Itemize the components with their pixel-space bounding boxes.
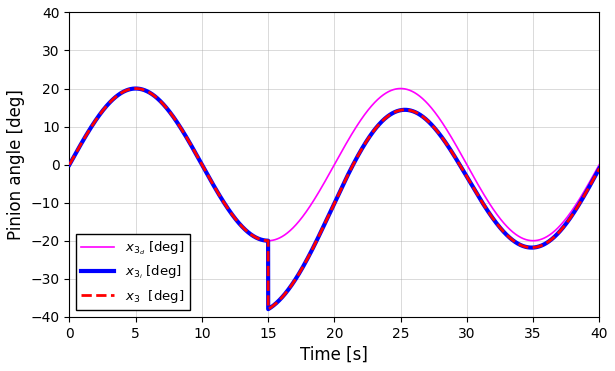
$x_{3_d}$ [deg]	[162, 105, 170, 109]
$x_{3_i}$ [deg]	[461, 171, 469, 176]
$x_3$  [deg]	[411, 109, 418, 114]
$x_{3_d}$ [deg]	[132, 86, 140, 91]
$x_3$  [deg]	[66, 162, 73, 167]
$x_{3_i}$ [deg]	[132, 86, 140, 91]
X-axis label: Time [s]: Time [s]	[301, 346, 368, 364]
$x_3$  [deg]	[461, 171, 469, 176]
Line: $x_{3_i}$ [deg]: $x_{3_i}$ [deg]	[69, 89, 599, 309]
$x_{3_d}$ [deg]	[595, 162, 603, 167]
$x_{3_i}$ [deg]	[411, 109, 418, 114]
$x_{3_i}$ [deg]	[384, 114, 391, 119]
$x_{3_d}$ [deg]	[501, 223, 509, 227]
$x_{3_d}$ [deg]	[268, 238, 276, 243]
Line: $x_{3_d}$ [deg]: $x_{3_d}$ [deg]	[69, 89, 599, 241]
$x_{3_i}$ [deg]	[595, 166, 603, 171]
$x_{3_d}$ [deg]	[66, 162, 73, 167]
$x_3$  [deg]	[268, 304, 276, 309]
Legend: $x_{3_d}$ [deg], $x_{3_i}$ [deg], $x_3$  [deg]: $x_{3_d}$ [deg], $x_{3_i}$ [deg], $x_3$ …	[76, 234, 189, 310]
$x_{3_i}$ [deg]	[66, 162, 73, 167]
$x_{3_i}$ [deg]	[264, 307, 272, 311]
$x_3$  [deg]	[384, 114, 391, 119]
$x_{3_i}$ [deg]	[502, 231, 509, 236]
$x_3$  [deg]	[502, 231, 509, 236]
$x_{3_i}$ [deg]	[162, 105, 170, 109]
$x_3$  [deg]	[264, 307, 272, 311]
$x_3$  [deg]	[162, 105, 170, 109]
Line: $x_3$  [deg]: $x_3$ [deg]	[69, 89, 599, 309]
Y-axis label: Pinion angle [deg]: Pinion angle [deg]	[7, 89, 25, 240]
$x_{3_i}$ [deg]	[268, 304, 276, 309]
$x_{3_d}$ [deg]	[410, 90, 418, 95]
$x_3$  [deg]	[595, 166, 603, 171]
$x_{3_d}$ [deg]	[384, 90, 391, 95]
$x_{3_d}$ [deg]	[461, 159, 469, 163]
$x_3$  [deg]	[132, 86, 140, 91]
$x_{3_d}$ [deg]	[530, 239, 537, 243]
